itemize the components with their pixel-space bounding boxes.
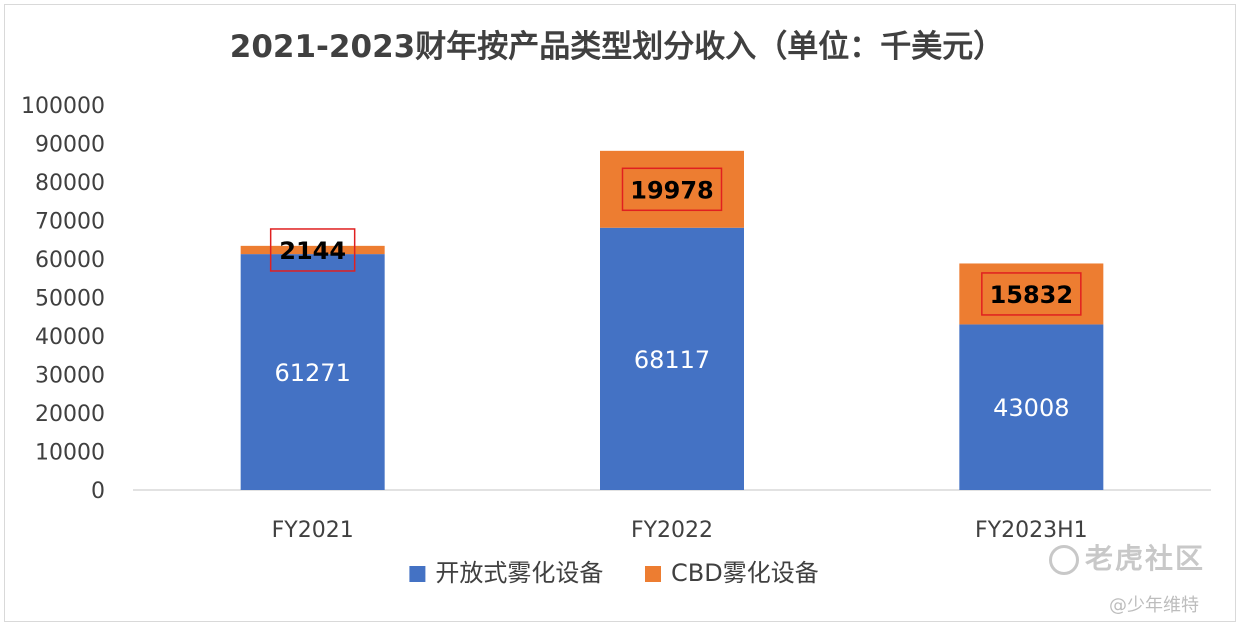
data-label: 61271 — [274, 359, 350, 387]
watermark-brand-text: 老虎社区 — [1085, 542, 1206, 575]
data-label: 15832 — [990, 281, 1074, 309]
y-tick-label: 50000 — [35, 287, 105, 312]
y-tick-label: 90000 — [35, 133, 105, 158]
data-label: 68117 — [634, 346, 710, 374]
chart-frame: 2021-2023财年按产品类型划分收入（单位：千美元） 0 10000 20000… — [4, 4, 1236, 622]
stacked-bar-chart: 2021-2023财年按产品类型划分收入（单位：千美元） 0 10000 20000… — [21, 29, 1211, 587]
data-label: 2144 — [279, 237, 346, 265]
legend-swatch — [409, 566, 426, 582]
legend-label: 开放式雾化设备 — [435, 559, 603, 587]
highlight-box — [981, 272, 1082, 316]
highlight-box — [269, 228, 356, 272]
y-tick-label: 100000 — [21, 94, 105, 119]
data-label: 19978 — [630, 176, 714, 204]
x-tick-label: FY2022 — [631, 518, 713, 543]
y-tick-label: 0 — [91, 479, 105, 504]
legend: 开放式雾化设备 CBD雾化设备 — [409, 559, 819, 587]
legend-swatch — [645, 566, 661, 582]
y-tick-label: 80000 — [35, 171, 105, 196]
y-tick-label: 10000 — [35, 441, 105, 466]
x-tick-label: FY2023H1 — [975, 518, 1088, 543]
y-tick-label: 70000 — [35, 210, 105, 235]
watermark-brand: 老虎社区 — [1049, 537, 1205, 577]
highlight-box — [621, 167, 723, 212]
bar-segment-open-vape — [240, 254, 385, 490]
bar-segment-cbd-vape — [240, 245, 385, 255]
tiger-logo-icon — [1049, 545, 1079, 575]
legend-label: CBD雾化设备 — [671, 559, 819, 587]
y-tick-label: 40000 — [35, 325, 105, 350]
watermark-author: @少年维特 — [1109, 595, 1199, 616]
chart-title: 2021-2023财年按产品类型划分收入（单位：千美元） — [230, 29, 1004, 65]
data-label: 43008 — [993, 394, 1069, 422]
bar-segment-cbd-vape — [600, 150, 744, 228]
bar-segment-open-vape — [600, 227, 744, 490]
y-tick-label: 20000 — [35, 402, 105, 427]
x-tick-label: FY2021 — [272, 518, 354, 543]
bar-segment-open-vape — [959, 324, 1104, 490]
plot-area: 0 10000 20000 30000 40000 50000 60000 70000 8000… — [21, 94, 1211, 543]
y-tick-label: 60000 — [35, 248, 105, 273]
y-tick-label: 30000 — [35, 364, 105, 389]
